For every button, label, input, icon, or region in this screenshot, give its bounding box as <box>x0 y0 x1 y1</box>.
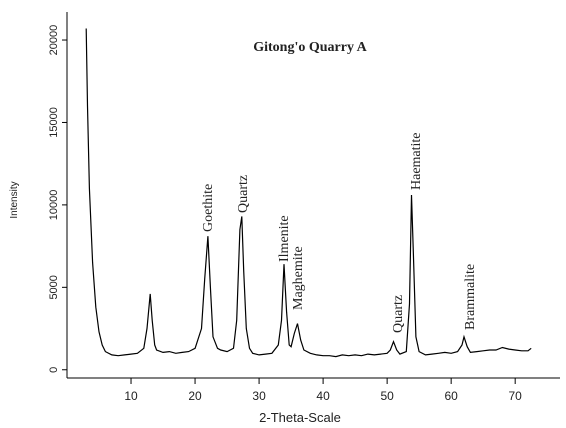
x-axis-label: 2-Theta-Scale <box>259 410 341 425</box>
peak-label: Quartz <box>236 175 251 213</box>
chart-title: Gitong'o Quarry A <box>253 40 367 55</box>
y-tick-label: 5000 <box>48 275 60 299</box>
x-tick-label: 50 <box>380 389 394 403</box>
peak-label: Maghemite <box>291 246 306 310</box>
peak-label: Haematite <box>409 132 424 190</box>
y-tick-label: 10000 <box>48 190 60 221</box>
peak-label: Brammalite <box>463 264 478 330</box>
peak-label: Goethite <box>201 184 216 232</box>
y-axis-label: Intensity <box>9 181 20 218</box>
x-tick-label: 40 <box>316 389 330 403</box>
x-tick-label: 20 <box>188 389 202 403</box>
data-line <box>85 28 532 358</box>
x-tick-label: 60 <box>444 389 458 403</box>
y-tick-label: 20000 <box>48 25 60 56</box>
y-tick-label: 15000 <box>48 107 60 138</box>
y-tick-label: 0 <box>48 367 60 373</box>
x-tick-label: 70 <box>509 389 523 403</box>
x-tick-label: 30 <box>252 389 266 403</box>
peak-label: Quartz <box>391 295 406 333</box>
peak-label: Ilmenite <box>277 215 292 262</box>
x-tick-label: 10 <box>124 389 138 403</box>
